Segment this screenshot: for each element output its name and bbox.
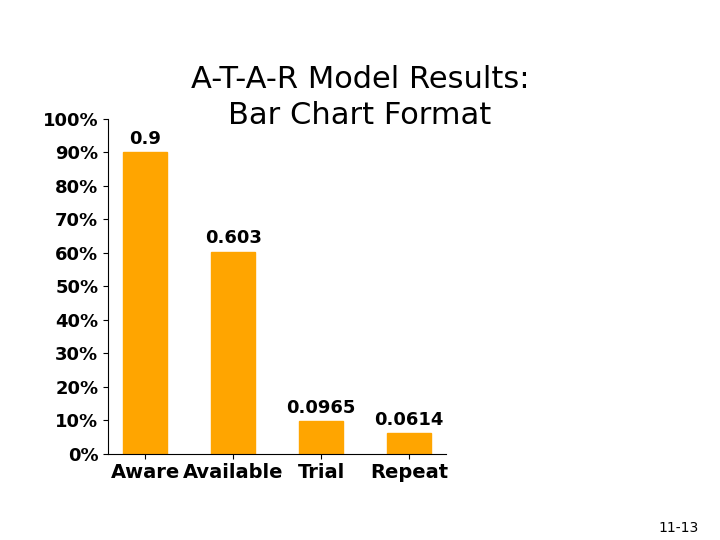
Text: 0.0965: 0.0965 — [287, 399, 356, 417]
Text: 0.603: 0.603 — [204, 230, 261, 247]
Text: 11-13: 11-13 — [658, 521, 698, 535]
Bar — [211, 252, 255, 454]
Text: A-T-A-R Model Results:
Bar Chart Format: A-T-A-R Model Results: Bar Chart Format — [191, 65, 529, 130]
Bar — [123, 152, 167, 454]
Bar — [300, 421, 343, 454]
Text: 0.0614: 0.0614 — [374, 411, 444, 429]
Bar — [387, 433, 431, 454]
Text: 0.9: 0.9 — [130, 130, 161, 148]
